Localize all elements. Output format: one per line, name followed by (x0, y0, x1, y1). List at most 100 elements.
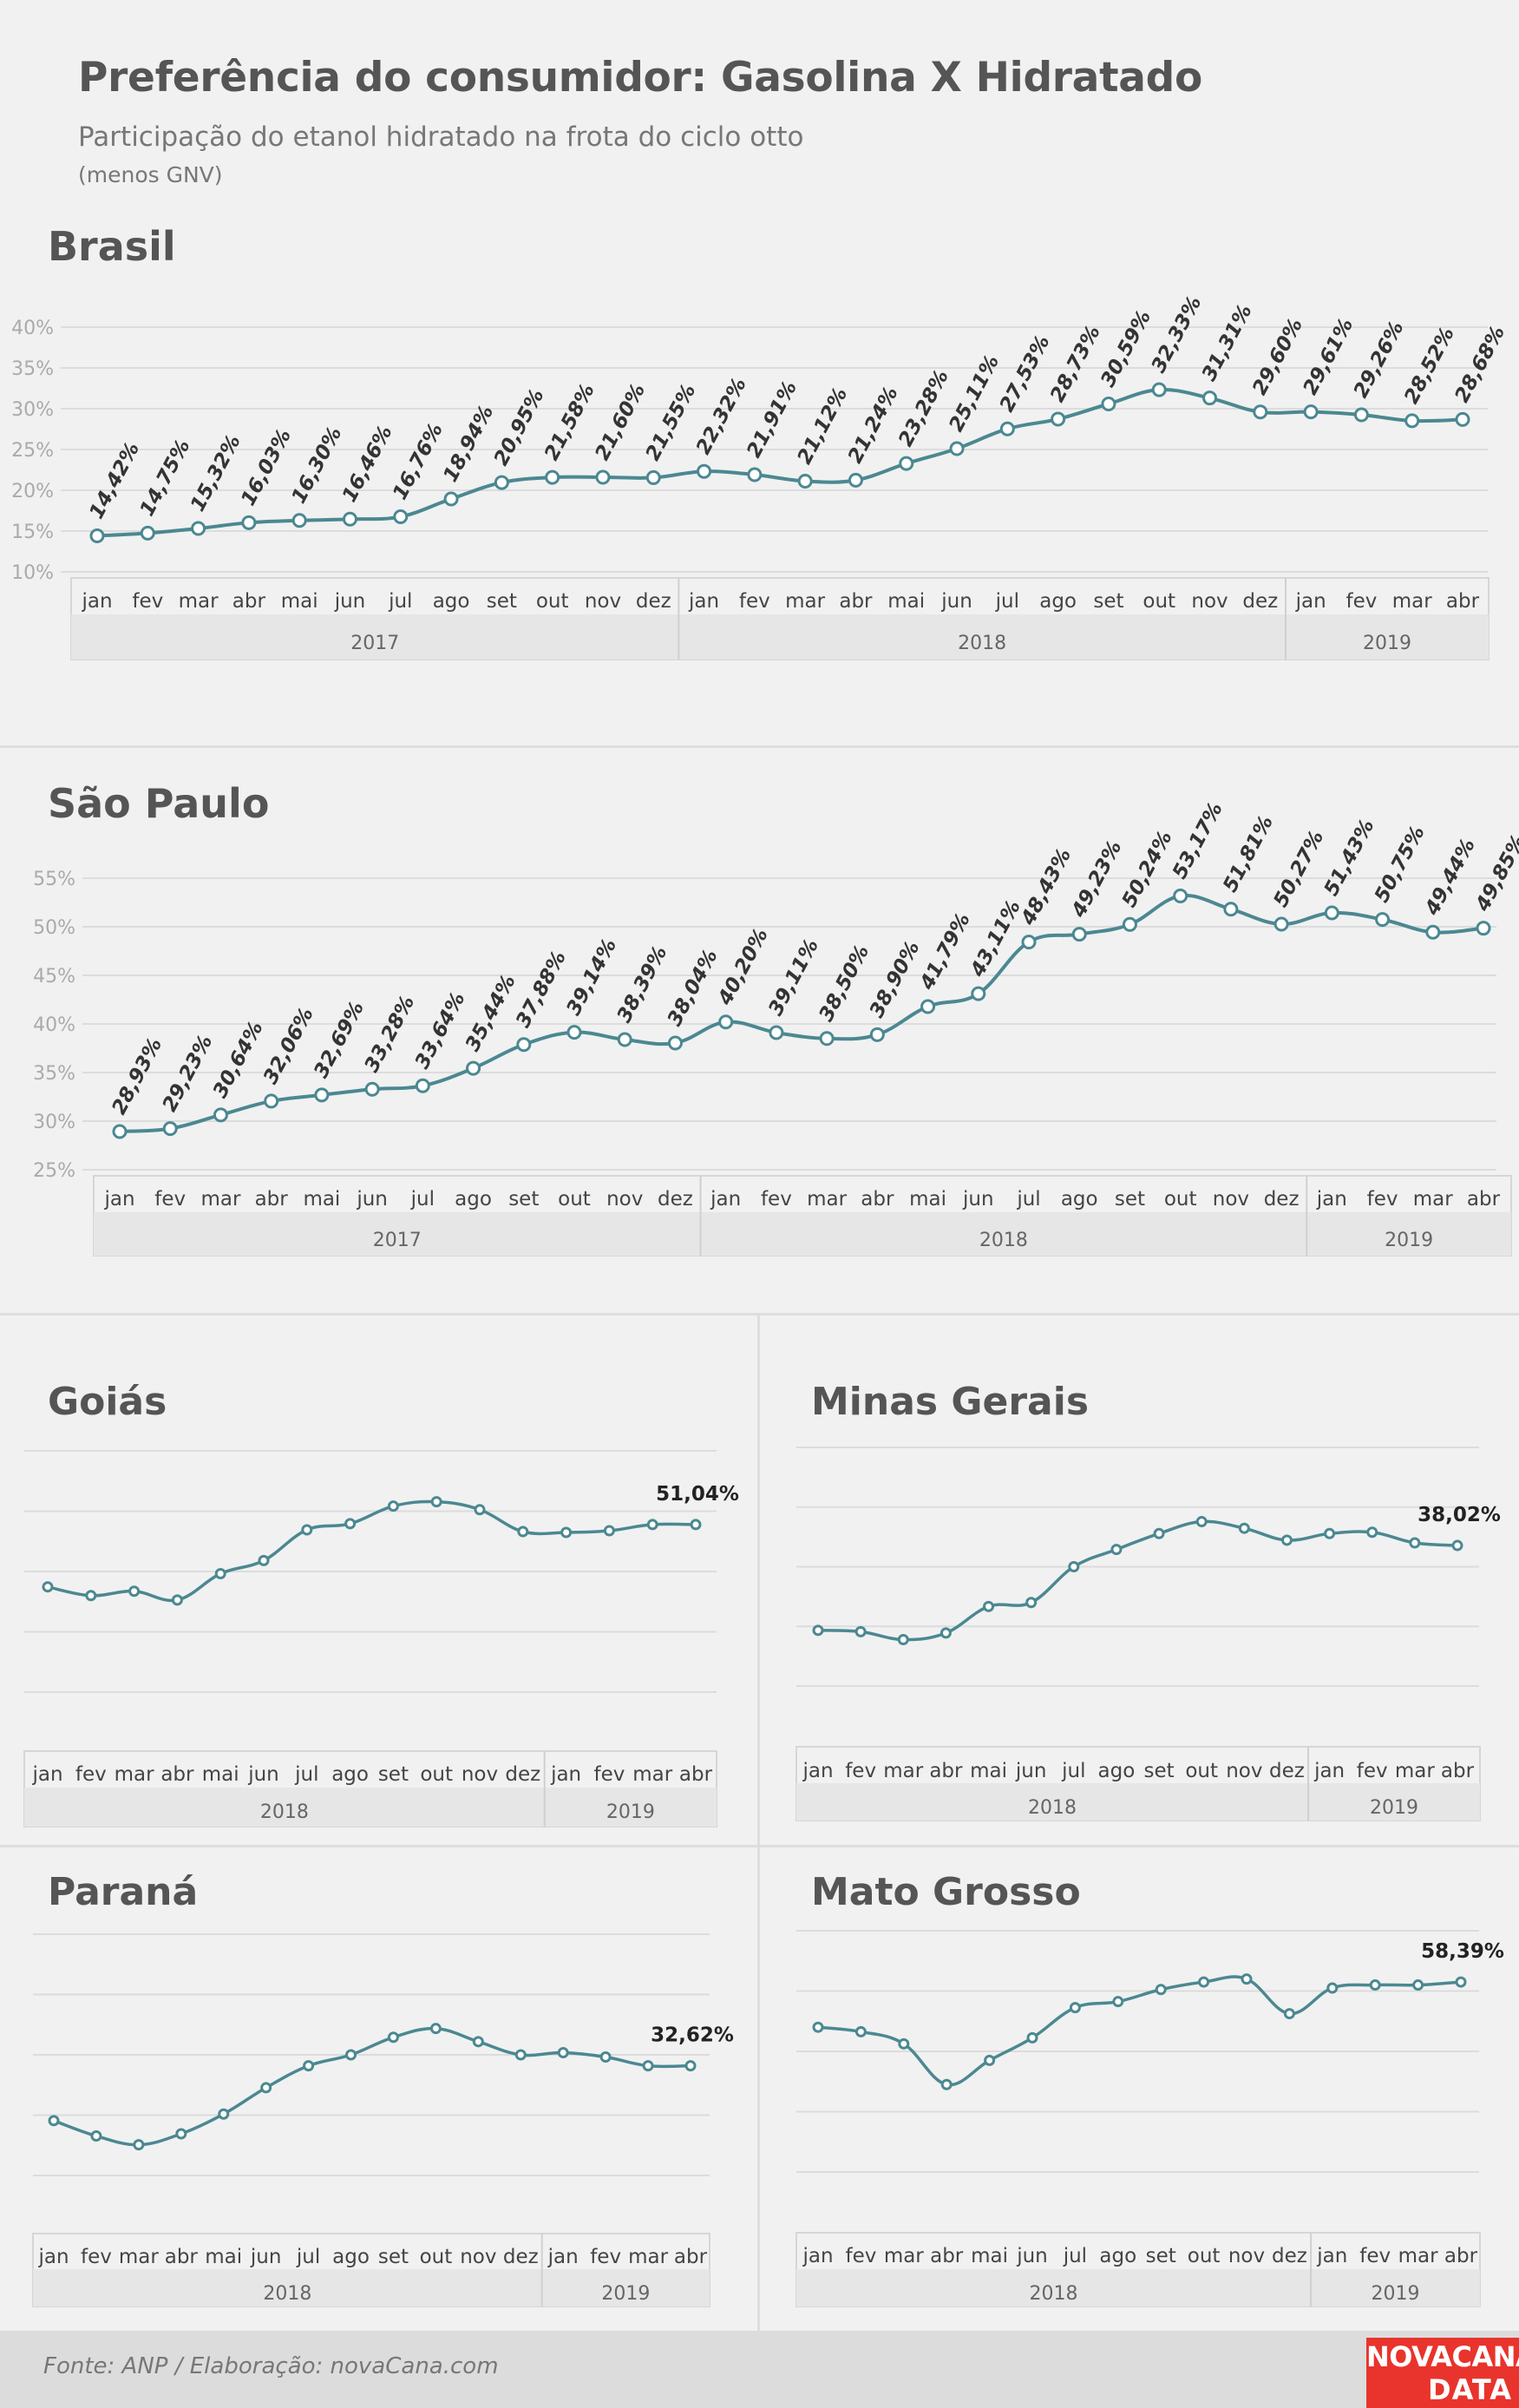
chart-1-month-label: mai (303, 1188, 340, 1211)
chart-4-month-label: mai (205, 2246, 242, 2268)
chart-3-data-point (940, 1627, 952, 1639)
chart-1-month-label: jun (356, 1188, 388, 1211)
chart-3-year-label: 2019 (1370, 1797, 1418, 1819)
chart-0-ytick-label: 40% (11, 318, 54, 339)
chart-2-month-label: mar (115, 1763, 154, 1786)
chart-3-month-label: dez (1269, 1760, 1305, 1782)
chart-0-month-label: set (487, 590, 517, 613)
chart-0-data-point (747, 467, 763, 482)
chart-1-month-label: ago (1061, 1188, 1098, 1211)
chart-2-year-label: 2018 (260, 1801, 309, 1823)
chart-4-month-label: jul (296, 2246, 320, 2268)
chart-0-month-label: jul (995, 590, 1019, 613)
chart-0-month-label: jan (1295, 590, 1326, 613)
chart-1-month-label: ago (455, 1188, 492, 1211)
chart-2-month-label: set (378, 1763, 409, 1786)
chart-5-month-label: mar (1398, 2245, 1438, 2267)
chart-0-data-point (949, 441, 965, 456)
chart-0-month-label: nov (1191, 590, 1228, 613)
chart-4-month-label: jan (37, 2246, 69, 2268)
chart-3-data-point (1153, 1527, 1165, 1539)
chart-4-month-label: ago (332, 2246, 370, 2268)
chart-0-data-point (443, 491, 459, 507)
chart-1-month-label: abr (1467, 1188, 1501, 1211)
chart-1-data-point (1071, 927, 1087, 942)
chart-1-data-label: 32,69% (310, 998, 369, 1082)
chart-4-month-label: fev (590, 2246, 621, 2268)
chart-3-data-point (897, 1634, 909, 1646)
chart-1-data-point (1122, 916, 1137, 932)
chart-3-series-line (817, 1519, 1458, 1642)
chart-3-data-point (1025, 1597, 1038, 1609)
chart-4-data-point (387, 2031, 399, 2044)
chart-2-data-point (85, 1590, 97, 1602)
chart-3-month-label: mar (1395, 1760, 1435, 1782)
chart-0-month-label: mar (785, 590, 825, 613)
chart-1-data-point (213, 1107, 228, 1123)
chart-1-data-label: 51,43% (1320, 816, 1379, 900)
chart-4-last-value-label: 32,62% (651, 2024, 734, 2047)
chart-1-data-label: 33,64% (411, 988, 470, 1073)
chart-5-data-point (1026, 2031, 1038, 2044)
chart-1-month-label: set (1115, 1188, 1145, 1211)
page-note: (menos GNV) (78, 162, 223, 187)
chart-3-month-label: set (1143, 1760, 1174, 1782)
chart-0-series-line (96, 387, 1463, 538)
chart-0-data-label: 21,24% (844, 383, 903, 467)
logo-line-1: NOVACANA (1366, 2340, 1519, 2373)
chart-5-last-value-label: 58,39% (1421, 1940, 1504, 1963)
chart-3-month-label: abr (1441, 1760, 1475, 1782)
chart-4-year-label: 2018 (263, 2283, 311, 2305)
chart-1-data-point (667, 1035, 683, 1051)
chart-4-month-label: abr (674, 2246, 708, 2268)
chart-1-data-label: 38,90% (866, 937, 925, 1021)
chart-1-data-label: 51,81% (1219, 812, 1278, 896)
chart-1-month-label: dez (658, 1188, 693, 1211)
chart-0-data-label: 21,12% (793, 384, 852, 468)
chart-4-year-label: 2019 (601, 2283, 650, 2305)
chart-1-data-label: 39,11% (764, 935, 823, 1020)
chart-0-data-point (899, 456, 914, 471)
chart-1-data-point (1425, 924, 1441, 940)
chart-0-data-point (1253, 404, 1268, 420)
chart-0-data-point (697, 463, 712, 479)
chart-0-data-point (1455, 411, 1470, 427)
chart-0-data-point (645, 469, 661, 485)
chart-3-month-label: mai (970, 1760, 1007, 1782)
chart-0-data-label: 22,32% (692, 374, 751, 458)
chart-5-year-band (796, 2269, 1480, 2306)
chart-0-data-label: 21,58% (540, 380, 599, 464)
page-subtitle: Participação do etanol hidratado na frot… (78, 121, 804, 153)
chart-1-data-point (971, 986, 986, 1001)
chart-2-data-point (517, 1526, 529, 1538)
chart-0-data-point (393, 509, 409, 524)
chart-1-month-label: jun (962, 1188, 994, 1211)
chart-1-data-label: 35,44% (462, 971, 521, 1055)
chart-3-data-point (812, 1624, 824, 1637)
chart-5-month-label: set (1146, 2245, 1176, 2267)
chart-0-data-point (1151, 382, 1167, 397)
chart-3-month-label: jan (1313, 1760, 1345, 1782)
chart-5-data-point (1369, 1979, 1381, 1991)
chart-1-series-line (119, 894, 1484, 1133)
novacana-logo: NOVACANA DATA (1366, 2338, 1519, 2408)
chart-3-data-point (983, 1600, 995, 1612)
chart-5-data-point (898, 2037, 910, 2050)
chart-0-data-point (1202, 390, 1218, 406)
chart-1-data-label: 53,17% (1169, 799, 1228, 883)
chart-0-month-label: mar (179, 590, 219, 613)
chart-0-year-label: 2018 (958, 633, 1006, 654)
chart-5-data-point (1455, 1976, 1467, 1988)
chart-4-data-point (90, 2130, 102, 2142)
chart-1-month-label: jan (103, 1188, 134, 1211)
chart-5-data-point (854, 2025, 867, 2037)
chart-0-ytick-label: 15% (11, 522, 54, 543)
chart-4-month-label: jan (547, 2246, 579, 2268)
chart-3-month-label: out (1185, 1760, 1218, 1782)
chart-2-title: Goiás (48, 1380, 167, 1424)
chart-4-month-label: dez (503, 2246, 539, 2268)
chart-5-month-label: mar (884, 2245, 924, 2267)
chart-5-month-label: mai (971, 2245, 1008, 2267)
